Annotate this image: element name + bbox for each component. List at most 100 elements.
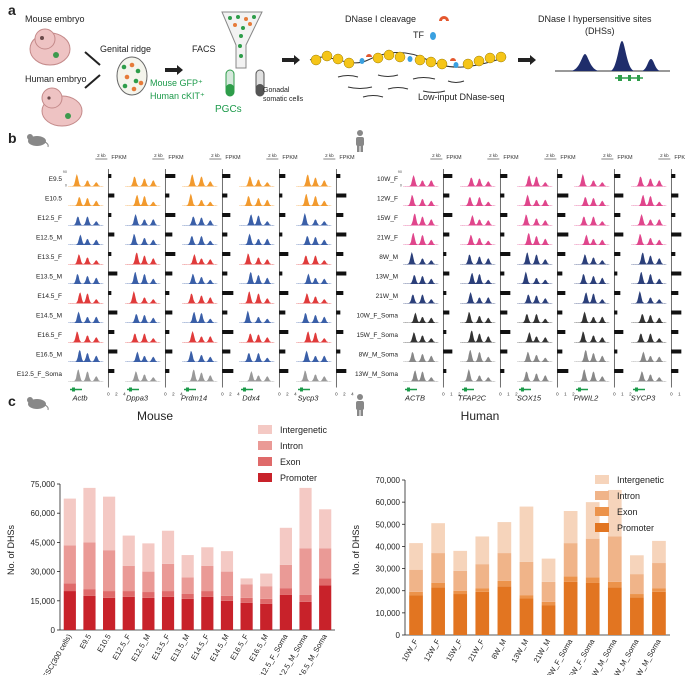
fpkm-bar	[557, 330, 566, 334]
signal-track	[296, 350, 332, 362]
y-min-label: 0	[65, 184, 67, 188]
bar-segment-intron	[299, 548, 312, 595]
bar-segment-promoter	[220, 600, 234, 630]
bar-segment-exon	[83, 589, 96, 596]
bar-segment-promoter	[103, 597, 116, 630]
signal-track	[403, 232, 439, 245]
bar-segment-intergenetic	[541, 558, 556, 582]
bar-segment-promoter	[181, 598, 194, 630]
fpkm-label: FPKM	[503, 155, 519, 161]
track-row-label: 13W_M	[376, 274, 398, 281]
signal-track	[574, 174, 610, 187]
fpkm-bar	[165, 310, 173, 315]
scale-bar-label: 2 kb	[660, 153, 669, 158]
bar-segment-exon	[607, 581, 622, 588]
fpkm-bar	[671, 349, 682, 354]
mouse-embryo-label: Mouse embryo	[25, 14, 85, 24]
x-tick-label: E12.5_M	[129, 633, 152, 664]
fpkm-bar	[557, 252, 566, 256]
x-tick-label: E14.5_M	[208, 633, 231, 664]
tf-icon	[430, 32, 436, 40]
fpkm-bar	[279, 349, 286, 354]
signal-track	[574, 197, 610, 206]
signal-track	[460, 292, 496, 304]
track-row-label: 10W_F_Soma	[356, 313, 398, 320]
bar-segment-exon	[122, 591, 135, 597]
arrow-icon	[518, 55, 536, 65]
legend-swatch	[595, 507, 609, 516]
signal-track	[403, 213, 439, 226]
signal-track	[517, 294, 553, 304]
signal-track	[517, 194, 553, 206]
gene-exon	[407, 387, 410, 392]
fpkm-bar	[671, 271, 682, 276]
fpkm-tick-label: 0	[613, 392, 616, 397]
signal-track	[125, 351, 161, 362]
bar-segment-intron	[201, 565, 214, 592]
panel-a-letter: a	[8, 2, 16, 18]
mouse-icon	[27, 134, 49, 148]
bar-segment-intron	[220, 571, 234, 596]
bar-segment-intron	[279, 564, 292, 589]
bar-segment-exon	[630, 594, 644, 598]
signal-track	[296, 255, 332, 265]
fpkm-bar	[108, 330, 115, 334]
bar-segment-promoter	[161, 596, 175, 630]
bar-segment-intergenetic	[607, 489, 622, 537]
gene-name-label: Sycp3	[298, 394, 320, 403]
bar-segment-exon	[475, 588, 490, 592]
y-tick-label: 10,000	[376, 609, 401, 618]
signal-track	[125, 371, 161, 382]
bar-segment-promoter	[607, 587, 622, 635]
fpkm-tick-label: 0	[556, 392, 559, 397]
bar-segment-intergenetic	[299, 487, 312, 549]
fpkm-bar	[557, 213, 566, 217]
legend-swatch	[595, 475, 609, 484]
signal-track	[631, 351, 667, 362]
bar-segment-intron	[630, 574, 644, 595]
fpkm-tick-label: 4	[351, 392, 354, 397]
fpkm-label: FPKM	[617, 155, 633, 161]
fpkm-bar	[336, 291, 344, 295]
gene-name-label: ACTB	[404, 394, 425, 403]
track-row-label: E12.5_M	[36, 235, 62, 242]
signal-track	[460, 196, 496, 206]
fpkm-bar	[443, 369, 447, 373]
bar-segment-intron	[319, 548, 332, 579]
fpkm-bar	[279, 291, 289, 295]
bar-segment-intron	[431, 553, 445, 583]
panel-b-letter: b	[8, 130, 17, 146]
signal-track	[574, 274, 610, 284]
bar-segment-exon	[220, 595, 234, 601]
signal-track	[68, 331, 104, 343]
panel-c-letter: c	[8, 393, 16, 409]
fpkm-bar	[279, 174, 286, 178]
fpkm-tick-label: 2	[343, 392, 346, 397]
bar-segment-intergenetic	[279, 527, 292, 565]
fpkm-tick-label: 0	[670, 392, 673, 397]
gene-name-label: PIWIL2	[574, 394, 599, 403]
fpkm-bar	[108, 174, 112, 178]
fpkm-bar	[279, 252, 289, 256]
bar-segment-intron	[240, 584, 253, 598]
bar-segment-intron	[122, 565, 135, 592]
bar-segment-exon	[142, 592, 155, 598]
bar-segment-intron	[563, 543, 578, 577]
bar-segment-intergenetic	[319, 509, 332, 549]
fpkm-tick-label: 4	[294, 392, 297, 397]
bar-segment-intergenetic	[475, 536, 490, 565]
signal-track	[460, 349, 496, 362]
fpkm-bar	[108, 349, 118, 354]
x-tick-label: ESC(300 cells)	[41, 632, 74, 675]
fpkm-label: FPKM	[111, 155, 127, 161]
signal-track	[403, 194, 439, 206]
signal-track	[296, 193, 332, 206]
signal-track	[574, 216, 610, 226]
fpkm-bar	[222, 349, 231, 354]
fpkm-tick-label: 4	[123, 392, 126, 397]
fpkm-bar	[222, 213, 231, 217]
bar-segment-promoter	[630, 597, 644, 635]
fpkm-bar	[443, 193, 450, 198]
fpkm-bar	[443, 349, 453, 354]
fpkm-bar	[336, 213, 344, 217]
